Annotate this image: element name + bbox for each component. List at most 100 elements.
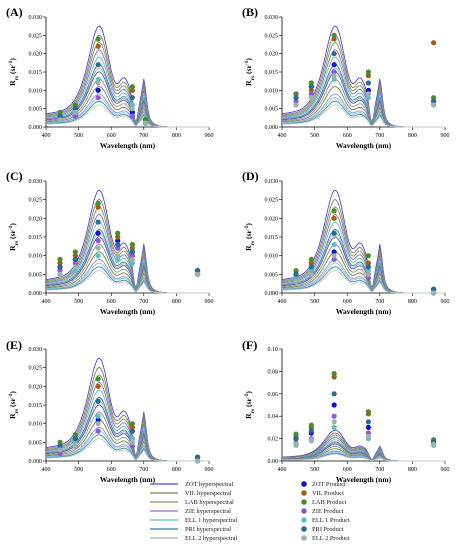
product-point [57,109,63,115]
legend-entry-label: ZOT hyperspectral [185,481,234,488]
product-point [308,260,314,266]
product-point [331,76,337,82]
y-tick-label: 0.04 [268,414,279,420]
product-point [95,245,101,251]
product-point [129,428,135,434]
y-tick-label: 0.015 [29,235,43,241]
product-point [308,95,314,101]
hyperspectral-lines [45,189,209,294]
panel-label: (E) [6,338,22,352]
y-tick-label: 0.00 [268,459,279,465]
product-point [365,80,371,86]
x-tick-label: 500 [310,133,319,139]
product-point [430,40,437,46]
product-point [293,431,299,437]
panel-label: (A) [6,5,23,19]
product-point [129,109,135,115]
hyperspectral-lines [45,25,209,128]
legend-entry-label: LAB Product [312,499,346,506]
product-point [365,69,371,75]
legend-entry-label: PRI hyperspectral [185,526,231,533]
y-axis-label: Rrs (sr-1) [8,58,20,86]
x-tick-label: 500 [310,299,319,305]
y-tick-label: 0.010 [29,88,43,94]
product-point [331,62,337,68]
y-tick-label: 0.025 [265,198,279,204]
product-point [365,260,371,266]
product-point [57,113,63,119]
product-point [72,439,78,445]
legend-dot-swatch [301,508,307,514]
product-point [331,230,337,236]
product-point [365,253,371,259]
y-tick-label: 0.06 [268,392,279,398]
x-tick-label: 700 [139,299,148,305]
product-point [95,219,101,225]
y-tick-label: 0.010 [265,254,279,260]
x-axis-label: Wavelength (nm) [100,475,156,484]
product-points [293,371,437,448]
product-point [430,290,437,296]
y-tick-label: 0.005 [265,272,279,278]
x-tick-label: 400 [42,467,51,473]
product-point [430,441,437,447]
product-point [72,249,78,255]
legend-entry-label: LAB hyperspectral [185,499,234,506]
x-tick-label: 900 [441,467,450,473]
product-point [129,256,135,262]
product-point [95,80,101,86]
legend: ZOT hyperspectral VIL hyperspectral LAB hy… [150,481,350,542]
legend-entry-label: ELL 2 Product [312,535,350,542]
product-point [129,245,135,251]
product-point [293,95,299,101]
y-axis-label: Rrs (sr-1) [244,58,256,86]
product-points [57,376,201,464]
product-point [129,260,135,266]
panel-3: (C) 0.000 0.005 0.010 0.015 0.020 0.025 0.030 40… [6,169,214,316]
product-point [142,120,149,126]
product-point [72,268,78,274]
legend-entry-label: ELL 1 Product [312,517,350,524]
product-point [365,419,371,425]
y-tick-label: 0.030 [29,347,43,353]
product-point [308,422,314,428]
product-point [95,200,101,206]
product-point [430,98,437,104]
legend-entry-label: ELL 2 hyperspectral [185,535,238,542]
x-tick-label: 600 [343,299,352,305]
x-tick-label: 900 [441,133,450,139]
product-point [115,234,121,240]
product-point [194,458,201,464]
product-point [72,102,78,108]
product-point [57,256,63,262]
product-point [293,436,299,442]
product-point [308,271,314,277]
x-tick-label: 800 [172,133,181,139]
product-point [129,102,135,108]
product-point [331,51,337,57]
panel-label: (C) [6,169,23,183]
product-point [430,102,437,108]
product-point [331,424,337,430]
product-point [308,256,314,262]
product-point [194,268,201,274]
y-tick-label: 0.015 [265,70,279,76]
x-tick-label: 700 [375,133,384,139]
product-points [57,36,149,126]
product-point [95,36,101,42]
product-point [365,73,371,79]
panel-6: (F) 0.00 0.02 0.04 0.06 0.08 0.10 400 500 600 700 8… [242,338,450,484]
product-point [331,241,337,248]
hyperspectral-lines [45,357,209,462]
y-tick-label: 0.030 [29,15,43,21]
hyperspectral-lines [281,25,445,128]
product-point [308,437,314,443]
x-tick-label: 500 [74,133,83,139]
legend-dot-swatch [301,535,307,541]
product-point [129,249,135,255]
y-tick-label: 0.020 [265,216,279,222]
hyperspectral-line [282,453,445,462]
product-point [331,73,337,79]
y-tick-label: 0.000 [265,125,279,131]
y-axis-label: Rrs (sr-1) [8,391,20,419]
